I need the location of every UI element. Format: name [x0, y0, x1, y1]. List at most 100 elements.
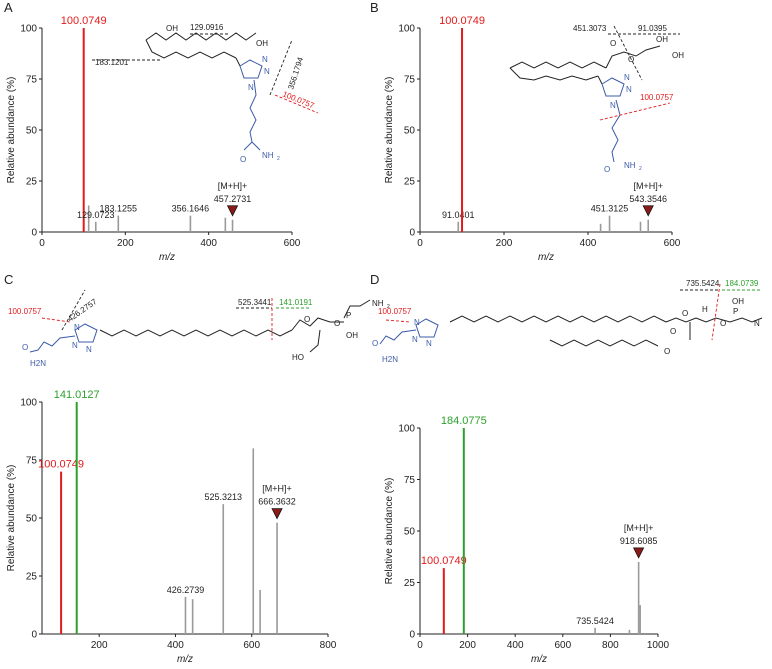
- x-tick-label: 200: [91, 640, 108, 651]
- peak-label: 129.0723: [77, 210, 115, 220]
- linker-d: [379, 329, 417, 345]
- struct-b-o3: O: [604, 165, 610, 174]
- y-tick-label: 25: [26, 572, 38, 583]
- struct-c-n1: N: [74, 323, 80, 332]
- y-tick-label: 100: [20, 24, 37, 35]
- struct-a-n1: N: [262, 55, 268, 64]
- peak-label: 100.0749: [421, 555, 467, 567]
- chart-b: 0 25 50 75 100 0 200 400 600 m/z Relative abundanc…: [384, 15, 681, 263]
- frag-a-183: 183.1201: [95, 58, 129, 67]
- triazole-a: [239, 59, 263, 79]
- y-tick-label: 0: [409, 228, 415, 239]
- peak-label: 91.0401: [442, 210, 475, 220]
- frag-c-141: 141.0191: [279, 298, 313, 307]
- triazole-c: [74, 323, 98, 343]
- precursor-marker: [632, 547, 645, 559]
- peak-label: 918.6085: [620, 536, 658, 546]
- struct-b-n1: N: [624, 73, 630, 82]
- peak-label: 525.3213: [204, 492, 242, 502]
- ester-b: [605, 45, 661, 69]
- struct-c-nh2: NH: [372, 299, 384, 308]
- chart-c: 0 25 50 75 100 200 400 600 800 m/z Relative abunda…: [6, 389, 337, 665]
- y-tick-label: 25: [404, 578, 416, 589]
- struct-d-n1: N: [414, 318, 420, 327]
- frag-c-426: 426.2757: [66, 297, 99, 324]
- peak-label: 100.0749: [61, 15, 107, 27]
- x-axis-label: m/z: [159, 252, 175, 263]
- frag-b-451: 451.3073: [573, 24, 607, 33]
- y-tick-label: 50: [404, 126, 416, 137]
- precursor-marker: [642, 205, 654, 217]
- frag-lines-b: [599, 25, 680, 121]
- peak-label: 183.1255: [100, 204, 138, 214]
- struct-d-o4: O: [720, 319, 726, 328]
- linker-a: [249, 79, 257, 143]
- y-axis-label: Relative abundance (%): [384, 478, 395, 585]
- x-tick-label: 600: [664, 238, 681, 249]
- y-tick-label: 100: [398, 24, 415, 35]
- x-tick-label: 600: [554, 640, 571, 651]
- panel-letter-b: B: [370, 0, 379, 15]
- x-tick-label: 0: [39, 238, 45, 249]
- struct-d-o3: O: [664, 347, 670, 356]
- precursor-marker: [226, 205, 239, 217]
- frag-a-129: 129.0916: [190, 23, 224, 32]
- precursor-marker: [271, 508, 283, 520]
- panel-letter-c: C: [4, 272, 13, 287]
- struct-a-oh: OH: [166, 24, 178, 33]
- panel-letter-d: D: [370, 272, 379, 287]
- chain-d-bottom: [549, 339, 659, 347]
- struct-a-n2: N: [264, 67, 270, 76]
- x-axis-label: m/z: [538, 252, 554, 263]
- y-axis-label: Relative abundance (%): [384, 77, 395, 184]
- y-tick-label: 25: [404, 177, 416, 188]
- precursor-label: [M+H]+: [624, 523, 654, 533]
- struct-d-n3: N: [426, 339, 432, 348]
- frag-lines-a: [90, 33, 319, 114]
- struct-d-h: H: [702, 305, 708, 314]
- x-axis-label: m/z: [177, 654, 193, 665]
- panel-letter-a: A: [4, 0, 13, 15]
- y-tick-label: 75: [404, 475, 416, 486]
- frag-d-100: 100.0757: [378, 307, 412, 316]
- y-tick-label: 75: [26, 456, 38, 467]
- frag-d-184: 184.0739: [725, 279, 759, 288]
- struct-d-n2: N: [412, 335, 418, 344]
- svg-text:2: 2: [387, 304, 390, 310]
- x-tick-label: 400: [167, 640, 184, 651]
- structure-a: [145, 32, 263, 151]
- y-tick-label: 0: [409, 630, 415, 641]
- peak-label: 457.2731: [214, 194, 252, 204]
- y-tick-label: 75: [404, 75, 416, 86]
- y-axis-label: Relative abundance (%): [6, 465, 17, 572]
- chain-c: [99, 329, 293, 337]
- x-tick-label: 800: [320, 640, 337, 651]
- structure-d: [379, 315, 763, 347]
- y-axis-label: Relative abundance (%): [6, 77, 17, 184]
- precursor-label: [M+H]+: [262, 484, 292, 494]
- linker-c: [29, 335, 76, 353]
- y-tick-label: 50: [404, 527, 416, 538]
- struct-c-o2: O: [334, 319, 340, 328]
- x-tick-label: 400: [200, 238, 217, 249]
- struct-d-n: N: [754, 319, 760, 328]
- struct-d-p: P: [733, 307, 738, 316]
- struct-c-ho: HO: [292, 353, 304, 362]
- struct-d-o1: O: [682, 309, 688, 318]
- chain-d-top: [449, 315, 667, 323]
- x-axis-label: m/z: [531, 654, 547, 665]
- y-tick-label: 0: [31, 228, 37, 239]
- peak-label: 356.1646: [172, 204, 210, 214]
- frag-lines-d: [385, 283, 760, 341]
- chart-a: 0 25 50 75 100 0 200 400 600 m/z Relative abundanc…: [6, 15, 301, 263]
- chain-b-bottom: [509, 67, 599, 81]
- frag-lines-c: [41, 289, 310, 340]
- struct-d-o5: O: [372, 339, 378, 348]
- linker-b: [611, 99, 621, 163]
- peak-label: 451.3125: [591, 204, 629, 214]
- x-tick-label: 600: [243, 640, 260, 651]
- struct-c-o1: O: [304, 315, 310, 324]
- chain-a-top: [145, 32, 257, 41]
